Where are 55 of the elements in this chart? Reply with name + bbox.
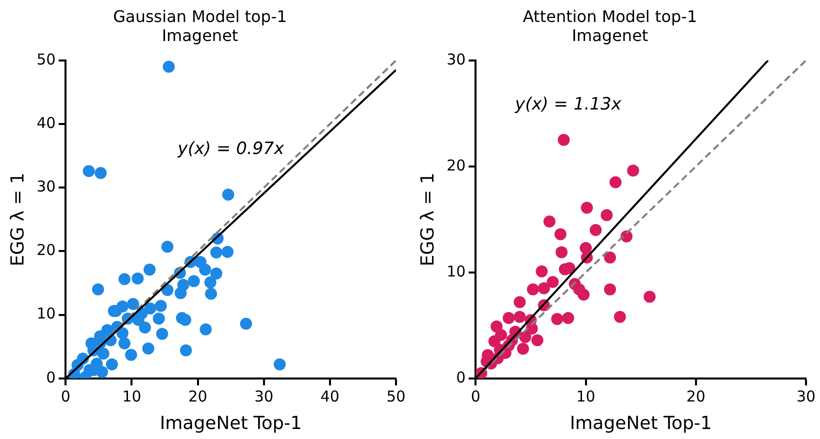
y-tick-label: 0 [456, 368, 466, 386]
point [551, 313, 564, 326]
y-tick-label: 40 [36, 114, 56, 132]
y-tick-label: 30 [446, 50, 466, 68]
y-tick-label: 30 [36, 177, 56, 196]
point [546, 276, 559, 288]
annotation: y(x) = 1.13x [514, 94, 622, 114]
point [580, 202, 593, 214]
point [538, 282, 550, 294]
x-tick-label: 20 [686, 387, 706, 406]
point [543, 216, 556, 228]
chart-title: Gaussian Model top-1 Imagenet [113, 6, 287, 45]
point [562, 312, 574, 324]
x-tick-label: 0 [60, 387, 70, 406]
point [556, 246, 568, 258]
point [644, 290, 656, 303]
point [519, 331, 532, 344]
y-tick-label: 0 [46, 368, 56, 386]
point [531, 334, 544, 346]
x-tick-label: 20 [188, 387, 208, 406]
point [514, 296, 526, 308]
x-axis-title: ImageNet Top-1 [160, 412, 302, 434]
point [554, 228, 566, 240]
y-tick-label: 10 [446, 262, 466, 280]
x-tick-label: 30 [254, 387, 274, 406]
point [488, 335, 500, 348]
point [590, 224, 602, 236]
y-tick-label: 20 [36, 241, 56, 260]
point [514, 310, 526, 323]
y-axis-title: EGG λ = 1 [417, 172, 438, 266]
chart-title: Attention Model top-1 Imagenet [522, 6, 698, 45]
y-tick-label: 10 [36, 304, 56, 323]
point [578, 288, 590, 301]
point [610, 176, 622, 188]
point [558, 134, 570, 146]
x-tick-label: 0 [470, 387, 480, 406]
point [604, 252, 616, 264]
y-axis-title: EGG λ = 1 [7, 172, 28, 266]
x-tick-label: 10 [122, 387, 142, 406]
point [517, 342, 530, 355]
x-tick-label: 40 [320, 387, 340, 406]
x-tick-label: 10 [576, 387, 596, 406]
point [600, 209, 613, 222]
point [526, 283, 539, 296]
annotation: y(x) = 0.97x [176, 138, 285, 159]
x-tick-label: 30 [796, 387, 816, 406]
point [604, 283, 616, 296]
y-tick-label: 50 [36, 50, 56, 68]
x-axis-title: ImageNet Top-1 [570, 412, 712, 434]
point [536, 265, 548, 278]
x-tick-label: 50 [386, 387, 406, 406]
point [614, 310, 626, 323]
y-tick-label: 20 [446, 156, 466, 174]
point [627, 164, 640, 177]
point [502, 312, 515, 324]
